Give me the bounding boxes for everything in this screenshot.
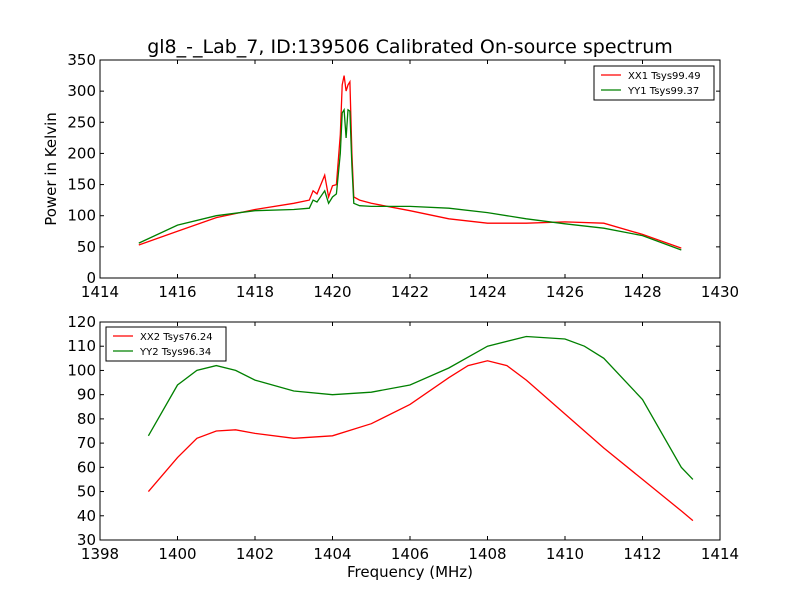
legend-label: XX2 Tsys76.24	[140, 332, 213, 343]
x-tick-label: 1416	[158, 283, 196, 301]
x-tick-label: 1420	[313, 283, 351, 301]
legend: XX2 Tsys76.24 YY2 Tsys96.34	[105, 326, 227, 362]
x-tick-label: 1426	[546, 283, 584, 301]
y-tick-label: 0	[86, 269, 96, 287]
x-tick-label: 1430	[701, 283, 739, 301]
x-tick-label: 1428	[623, 283, 661, 301]
y-tick-label: 50	[77, 483, 96, 501]
legend-box	[105, 326, 227, 362]
y-tick-label: 350	[67, 51, 96, 69]
x-tick-label: 1408	[468, 545, 506, 563]
x-tick-label: 1418	[236, 283, 274, 301]
y-tick-label: 90	[77, 386, 96, 404]
series-line-xx1	[138, 75, 682, 249]
y-tick-label: 110	[67, 337, 96, 355]
y-tick-label: 70	[77, 434, 96, 452]
y-tick-label: 30	[77, 531, 96, 549]
x-tick-label: 1404	[313, 545, 351, 563]
y-tick-label: 40	[77, 507, 96, 525]
x-tick-label: 1402	[236, 545, 274, 563]
x-tick-label: 1398	[81, 545, 119, 563]
y-axis-label-top: Power in Kelvin	[42, 112, 60, 226]
y-tick-label: 200	[67, 144, 96, 162]
top-axes: 1414 1416 1418 1420 1422 1424 1426 1428 1430 0 50 1…	[67, 51, 739, 301]
y-tick-label: 300	[67, 82, 96, 100]
series-line-yy1	[138, 107, 682, 251]
legend-label: YY2 Tsys96.34	[139, 347, 211, 358]
y-tick-label: 150	[67, 176, 96, 194]
legend-label: YY1 Tsys99.37	[627, 86, 699, 97]
legend-label: XX1 Tsys99.49	[628, 71, 701, 82]
y-tick-label: 100	[67, 207, 96, 225]
x-tick-label: 1414	[701, 545, 739, 563]
x-tick-label: 1412	[623, 545, 661, 563]
chart-title: gl8_-_Lab_7, ID:139506 Calibrated On-sou…	[147, 36, 673, 58]
x-tick-label: 1410	[546, 545, 584, 563]
y-tick-label: 120	[67, 313, 96, 331]
legend-box	[593, 65, 715, 101]
y-tick-label: 250	[67, 113, 96, 131]
x-tick-label: 1400	[158, 545, 196, 563]
x-tick-label: 1406	[391, 545, 429, 563]
y-tick-label: 80	[77, 410, 96, 428]
y-tick-label: 100	[67, 361, 96, 379]
x-axis-label-bottom: Frequency (MHz)	[347, 563, 473, 581]
y-tick-label: 50	[77, 238, 96, 256]
bottom-axes: 1398 1400 1402 1404 1406 1408 1410 1412 1414 30 40…	[67, 313, 739, 563]
series-line-yy2	[147, 335, 694, 480]
series-line-xx2	[147, 360, 694, 522]
legend: XX1 Tsys99.49 YY1 Tsys99.37	[593, 65, 715, 101]
y-tick-label: 60	[77, 458, 96, 476]
x-tick-label: 1424	[468, 283, 506, 301]
x-tick-label: 1422	[391, 283, 429, 301]
x-tick-label: 1414	[81, 283, 119, 301]
